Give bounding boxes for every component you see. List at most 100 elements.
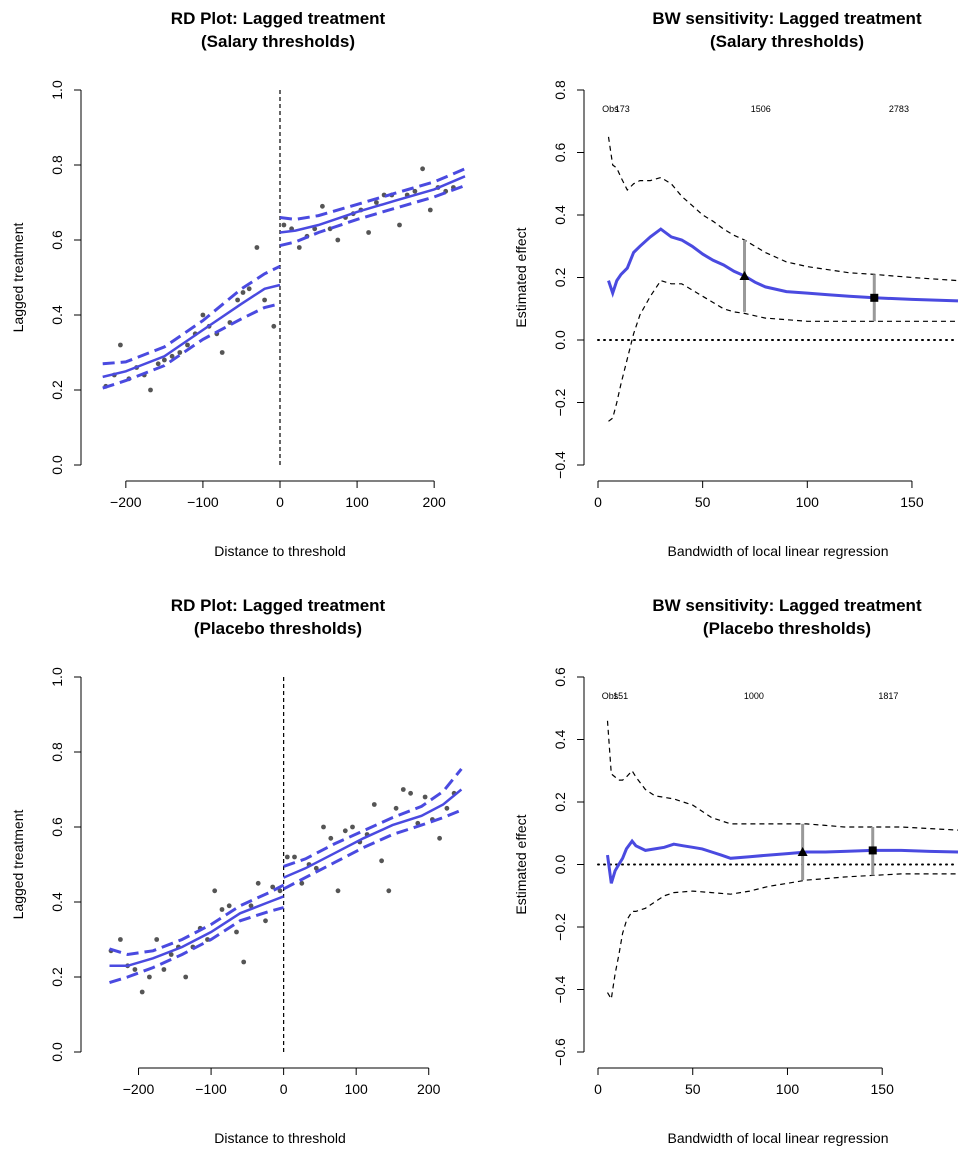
obs-count-label: 1000: [744, 691, 764, 701]
obs-count-label: Obs: [602, 691, 619, 701]
obs-count-label: 2783: [889, 104, 909, 114]
data-point: [254, 245, 260, 250]
y-tick-label: 1.0: [49, 667, 65, 687]
x-tick-label: 200: [417, 1081, 441, 1097]
x-tick-label: 100: [776, 1081, 800, 1097]
y-tick-label: 0.8: [49, 742, 65, 762]
y-axis-title: Lagged treatment: [10, 810, 26, 920]
y-tick-label: 0.2: [552, 268, 568, 288]
data-point: [320, 203, 325, 209]
data-point: [342, 828, 348, 834]
data-point: [422, 794, 428, 800]
data-point: [271, 323, 277, 329]
bw-sensitivity-salary-panel: BW sensitivity: Lagged treatment (Salary …: [513, 9, 959, 559]
obs-count-label: Obs: [602, 104, 619, 114]
data-point: [169, 353, 175, 359]
y-tick-label: 0.0: [552, 330, 568, 350]
data-point: [427, 207, 433, 213]
left-fit-line: [102, 283, 281, 379]
data-point: [374, 200, 379, 205]
data-point: [262, 297, 267, 303]
x-tick-label: 100: [796, 494, 820, 510]
data-point: [219, 907, 225, 912]
data-point: [397, 222, 402, 228]
x-tick-label: 50: [685, 1081, 701, 1097]
data-point: [350, 824, 355, 830]
obs-count-label: 1817: [878, 691, 898, 701]
y-tick-label: 0.2: [49, 380, 65, 400]
right-ci-upper-line: [283, 767, 463, 868]
data-point: [255, 880, 261, 886]
data-point: [400, 787, 406, 792]
y-tick-label: −0.6: [552, 1038, 568, 1066]
data-point: [154, 937, 160, 942]
y-tick-label: 0.4: [49, 892, 65, 912]
x-tick-label: 150: [900, 494, 924, 510]
data-point: [335, 237, 341, 243]
rd-plot-salary-panel: RD Plot: Lagged treatment (Salary thresho…: [10, 9, 466, 559]
data-point: [284, 854, 290, 860]
data-point: [299, 880, 305, 886]
data-point: [328, 835, 334, 841]
data-point: [312, 226, 318, 232]
left-ci-upper-line: [109, 883, 285, 957]
data-point: [212, 888, 218, 894]
data-point: [240, 290, 246, 295]
estimate-line: [607, 227, 959, 303]
data-point: [420, 166, 425, 172]
obs-count-label: 173: [615, 104, 630, 114]
square-marker: [868, 846, 877, 855]
data-point: [139, 989, 145, 995]
right-ci-lower-line: [279, 184, 466, 248]
y-tick-label: −0.2: [552, 388, 568, 416]
data-point: [371, 802, 377, 807]
data-point: [241, 959, 247, 965]
y-axis-title: Lagged treatment: [10, 223, 26, 333]
y-tick-label: 0.6: [552, 667, 568, 687]
y-axis-title: Estimated effect: [513, 814, 529, 914]
data-point: [118, 937, 123, 942]
x-tick-label: 100: [344, 1081, 368, 1097]
data-point: [118, 342, 123, 348]
data-point: [200, 312, 206, 318]
y-tick-label: 0.8: [49, 155, 65, 175]
right-ci-lower-line: [282, 808, 462, 891]
chart-title-line-1: RD Plot: Lagged treatment: [171, 9, 386, 28]
data-point: [132, 967, 138, 972]
chart-title-line-1: RD Plot: Lagged treatment: [171, 596, 386, 615]
data-point: [234, 929, 239, 935]
ci-upper-line: [606, 720, 959, 831]
x-tick-label: 50: [695, 494, 711, 510]
left-ci-lower-line: [109, 906, 284, 985]
data-point: [335, 888, 341, 894]
x-tick-label: 200: [422, 494, 446, 510]
right-fit-line: [283, 788, 463, 879]
y-tick-label: 0.2: [552, 792, 568, 812]
data-point: [263, 918, 268, 924]
right-fit-line: [279, 175, 466, 234]
ci-lower-line: [606, 873, 958, 1001]
x-tick-label: −100: [195, 1081, 227, 1097]
ci-upper-line: [607, 136, 959, 282]
data-point: [281, 222, 287, 228]
x-tick-label: 0: [280, 1081, 288, 1097]
data-point: [412, 188, 418, 194]
obs-count-label: 151: [613, 691, 628, 701]
right-ci-upper-line: [279, 167, 466, 221]
y-tick-label: 0.0: [552, 855, 568, 875]
x-axis-title: Bandwidth of local linear regression: [667, 1130, 888, 1146]
bw-sensitivity-placebo-panel: BW sensitivity: Lagged treatment (Placebo…: [513, 596, 959, 1146]
data-point: [168, 952, 174, 957]
data-point: [277, 888, 283, 894]
data-point: [246, 286, 252, 292]
chart-title-line-1: BW sensitivity: Lagged treatment: [652, 9, 922, 28]
data-point: [205, 937, 210, 942]
y-tick-label: 1.0: [49, 80, 65, 100]
chart-title-line-2: (Salary thresholds): [201, 32, 355, 51]
y-tick-label: −0.4: [552, 451, 568, 479]
x-axis-title: Bandwidth of local linear regression: [667, 543, 888, 559]
chart-title-line-2: (Placebo thresholds): [703, 619, 871, 638]
data-point: [379, 858, 384, 864]
y-tick-label: 0.4: [49, 305, 65, 325]
